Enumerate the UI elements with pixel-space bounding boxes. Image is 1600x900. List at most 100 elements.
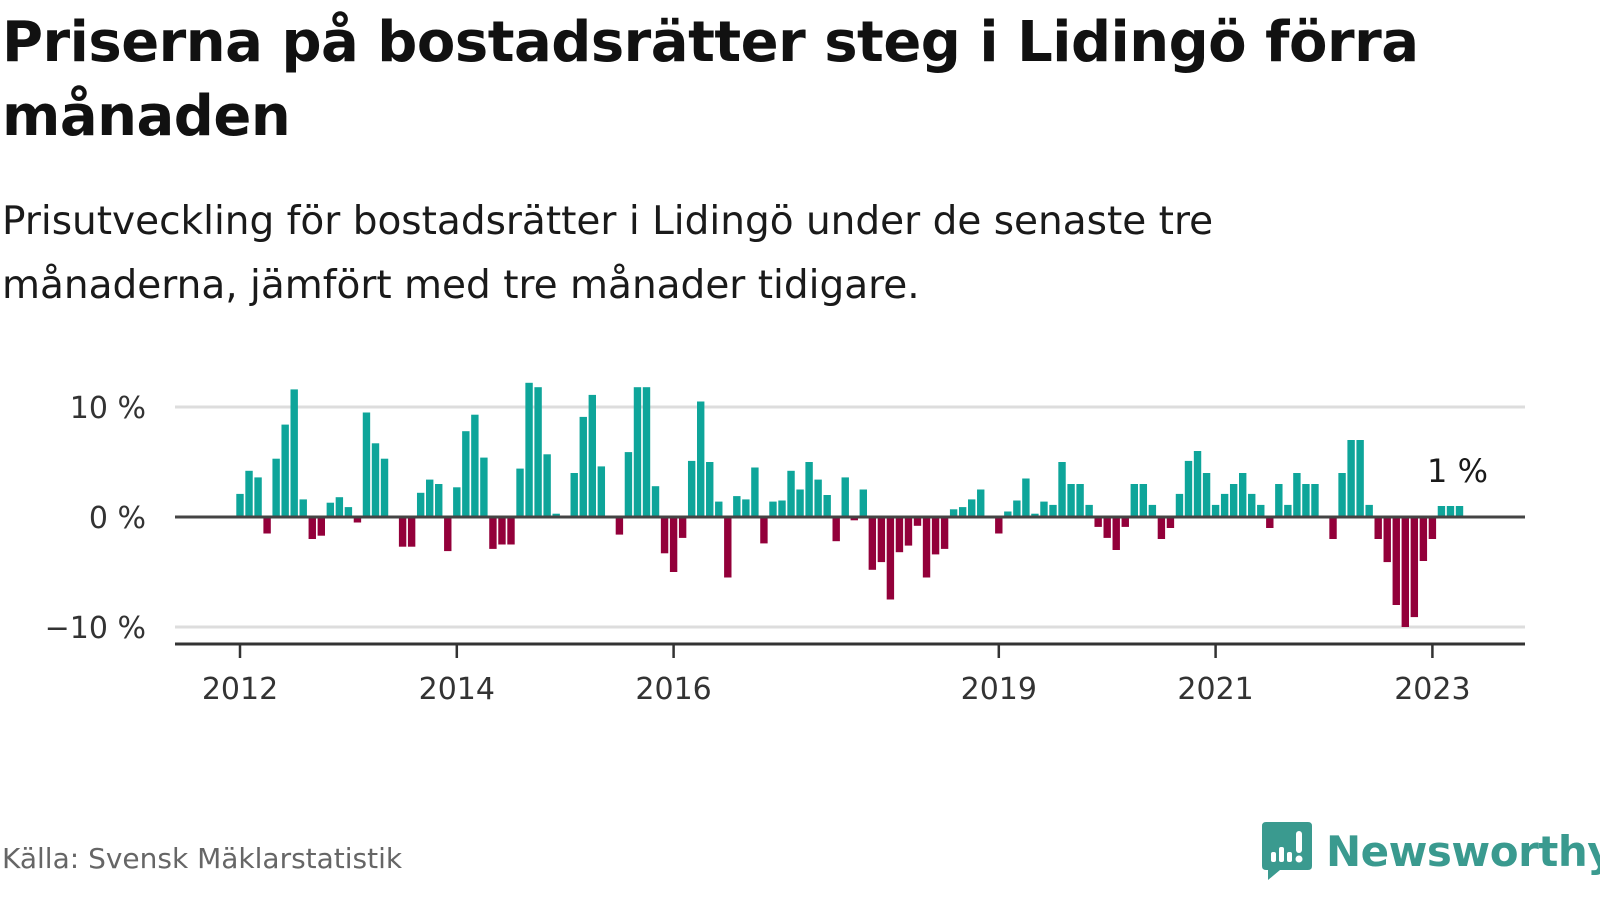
bar-positive <box>742 499 750 517</box>
bar-negative <box>877 517 886 563</box>
bar-negative <box>995 517 1003 534</box>
bar-positive <box>480 457 488 517</box>
bar-positive <box>1148 504 1157 517</box>
bar-positive <box>272 458 280 517</box>
bar-negative <box>1112 517 1120 550</box>
bar-positive <box>1067 484 1075 517</box>
bar-negative <box>1094 517 1102 527</box>
bar-negative <box>904 517 913 546</box>
bar-positive <box>1365 504 1373 517</box>
bar-negative <box>498 517 506 545</box>
bar-positive <box>1058 462 1066 517</box>
bar-positive <box>1022 478 1030 517</box>
bar-positive <box>254 477 262 517</box>
bar-positive <box>751 467 759 517</box>
bar-positive <box>1347 440 1355 517</box>
bar-negative <box>940 517 949 549</box>
bar-positive <box>462 431 470 517</box>
bar-positive <box>1175 493 1184 517</box>
bar-positive <box>426 479 434 517</box>
bar-positive <box>579 416 587 517</box>
bar-positive <box>362 412 371 517</box>
bar-positive <box>534 387 542 517</box>
x-tick-label: 2021 <box>1177 672 1253 707</box>
bar-positive <box>1356 440 1364 517</box>
bar-negative <box>886 517 895 600</box>
newsworthy-logo[interactable]: Newsworthy <box>1262 822 1600 880</box>
bar-positive <box>435 484 443 517</box>
bar-negative <box>317 517 325 536</box>
bar-positive <box>299 499 307 517</box>
bar-positive <box>245 470 253 517</box>
bar-positive <box>516 468 524 517</box>
bar-chart-exclamation-icon <box>1262 822 1312 880</box>
bar-positive <box>1275 484 1283 517</box>
x-tick-label: 2023 <box>1394 672 1470 707</box>
bar-positive <box>949 509 958 517</box>
bar-positive <box>1338 473 1346 517</box>
bar-positive <box>977 489 985 517</box>
x-tick-label: 2012 <box>202 672 278 707</box>
bar-positive <box>416 492 425 517</box>
x-axis-labels: 2012 2014 2016 2019 2021 2023 <box>202 672 1471 707</box>
bar-positive <box>453 487 461 517</box>
bar-positive <box>371 443 380 517</box>
bar-negative <box>913 517 922 526</box>
bar-positive <box>1229 484 1238 517</box>
bar-positive <box>1248 493 1256 517</box>
bar-negative <box>1410 517 1419 618</box>
bar-positive <box>841 477 849 517</box>
brand-name: Newsworthy <box>1326 826 1600 876</box>
bar-negative <box>931 517 940 555</box>
bar-positive <box>1257 504 1265 517</box>
bar-positive <box>859 489 867 517</box>
x-axis <box>175 642 1525 658</box>
bar-negative <box>1103 517 1111 538</box>
bar-positive <box>1193 451 1202 517</box>
chart-subtitle: Prisutveckling för bostadsrätter i Lidin… <box>2 199 1214 308</box>
bar-positive <box>1013 500 1021 517</box>
bar-positive <box>335 497 344 517</box>
bar-positive <box>1076 484 1084 517</box>
last-value-label: 1 % <box>1427 452 1488 490</box>
bar-negative <box>1428 517 1437 539</box>
bar-negative <box>444 517 452 552</box>
bar-negative <box>1383 517 1391 563</box>
bar-positive <box>1031 513 1039 517</box>
bar-positive <box>471 414 479 517</box>
bar-positive <box>1085 504 1093 517</box>
bar-positive <box>814 479 822 517</box>
bar-negative <box>760 517 768 544</box>
bar-positive <box>380 458 389 517</box>
bar-positive <box>1211 504 1220 517</box>
bar-positive <box>958 507 967 517</box>
bar-positive <box>715 501 723 517</box>
bar-positive <box>633 387 642 517</box>
bar-negative <box>850 517 858 521</box>
bar-positive <box>597 466 606 517</box>
bar-negative <box>669 517 678 572</box>
x-tick-label: 2014 <box>419 672 495 707</box>
bar-positive <box>697 401 705 517</box>
bar-positive <box>281 424 289 517</box>
bar-negative <box>1374 517 1382 539</box>
bar-negative <box>1401 517 1409 627</box>
y-axis-labels: 10 % 0 % −10 % <box>45 391 146 646</box>
bar-positive <box>796 489 804 517</box>
bar-negative <box>895 517 904 553</box>
bar-positive <box>1049 504 1057 517</box>
x-tick-label: 2016 <box>635 672 711 707</box>
bar-negative <box>724 517 732 578</box>
bar-positive <box>1293 473 1301 517</box>
x-tick-label: 2019 <box>961 672 1037 707</box>
bar-positive <box>687 460 696 517</box>
bar-positive <box>326 502 335 517</box>
bar-positive <box>290 389 298 517</box>
bar-negative <box>678 517 687 538</box>
bar-positive <box>1239 473 1247 517</box>
bar-positive <box>624 452 633 517</box>
bar-negative <box>263 517 271 534</box>
bar-negative <box>1392 517 1400 605</box>
bar-positive <box>805 462 813 517</box>
bar-positive <box>570 473 578 517</box>
